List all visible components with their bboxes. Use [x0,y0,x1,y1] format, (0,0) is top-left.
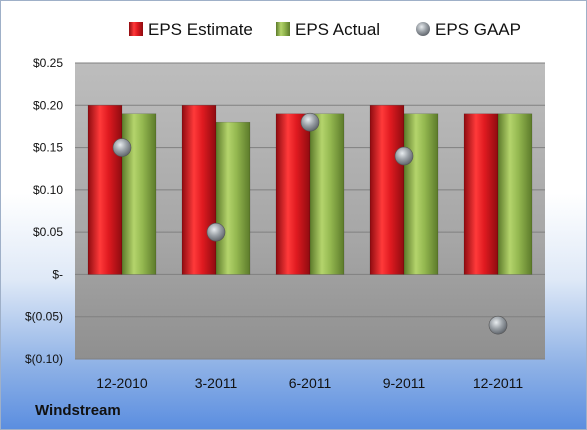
bar-eps-actual [121,113,157,275]
point-eps-gaap [394,146,414,166]
y-tick-label: $(0.10) [25,352,63,366]
x-tick-label: 12-2011 [473,375,524,391]
x-tick-label: 6-2011 [289,375,332,391]
bars [87,105,533,275]
company-name: Windstream [35,402,121,419]
legend-label: EPS Actual [295,20,380,39]
legend-label: EPS GAAP [435,20,521,39]
bar-eps-estimate [275,113,311,275]
gaap-points [112,112,508,335]
point-eps-gaap [300,112,320,132]
bar-eps-actual [403,113,439,275]
bar-eps-estimate [181,105,217,275]
point-eps-gaap [488,315,508,335]
y-axis: $0.25 $0.20 $0.15 $0.10 $0.05 $- $(0.05) $(0.10… [25,56,63,366]
point-eps-gaap [206,222,226,242]
bar-eps-estimate [463,113,499,275]
y-tick-label: $0.05 [33,225,63,239]
y-tick-label: $0.15 [33,141,63,155]
bar-eps-estimate [87,105,123,275]
x-tick-label: 3-2011 [195,375,238,391]
legend-swatch [276,22,290,36]
legend-label: EPS Estimate [148,20,253,39]
y-tick-label: $0.20 [33,98,63,112]
y-tick-label: $- [52,267,63,281]
x-tick-label: 12-2010 [96,375,148,391]
bar-eps-actual [215,121,251,275]
point-eps-gaap [112,138,132,157]
legend-swatch [416,22,430,36]
bar-eps-actual [309,113,345,275]
y-tick-label: $0.25 [33,56,63,70]
x-tick-label: 9-2011 [383,375,426,391]
y-tick-label: $(0.05) [25,310,63,324]
y-tick-label: $0.10 [33,183,63,197]
legend-swatch [129,22,143,36]
bar-eps-actual [497,113,533,275]
bar-eps-estimate [369,105,405,275]
x-axis: 12-2010 3-2011 6-2011 9-2011 12-2011 [96,375,523,391]
legend: EPS Estimate EPS Actual EPS GAAP [129,20,521,39]
